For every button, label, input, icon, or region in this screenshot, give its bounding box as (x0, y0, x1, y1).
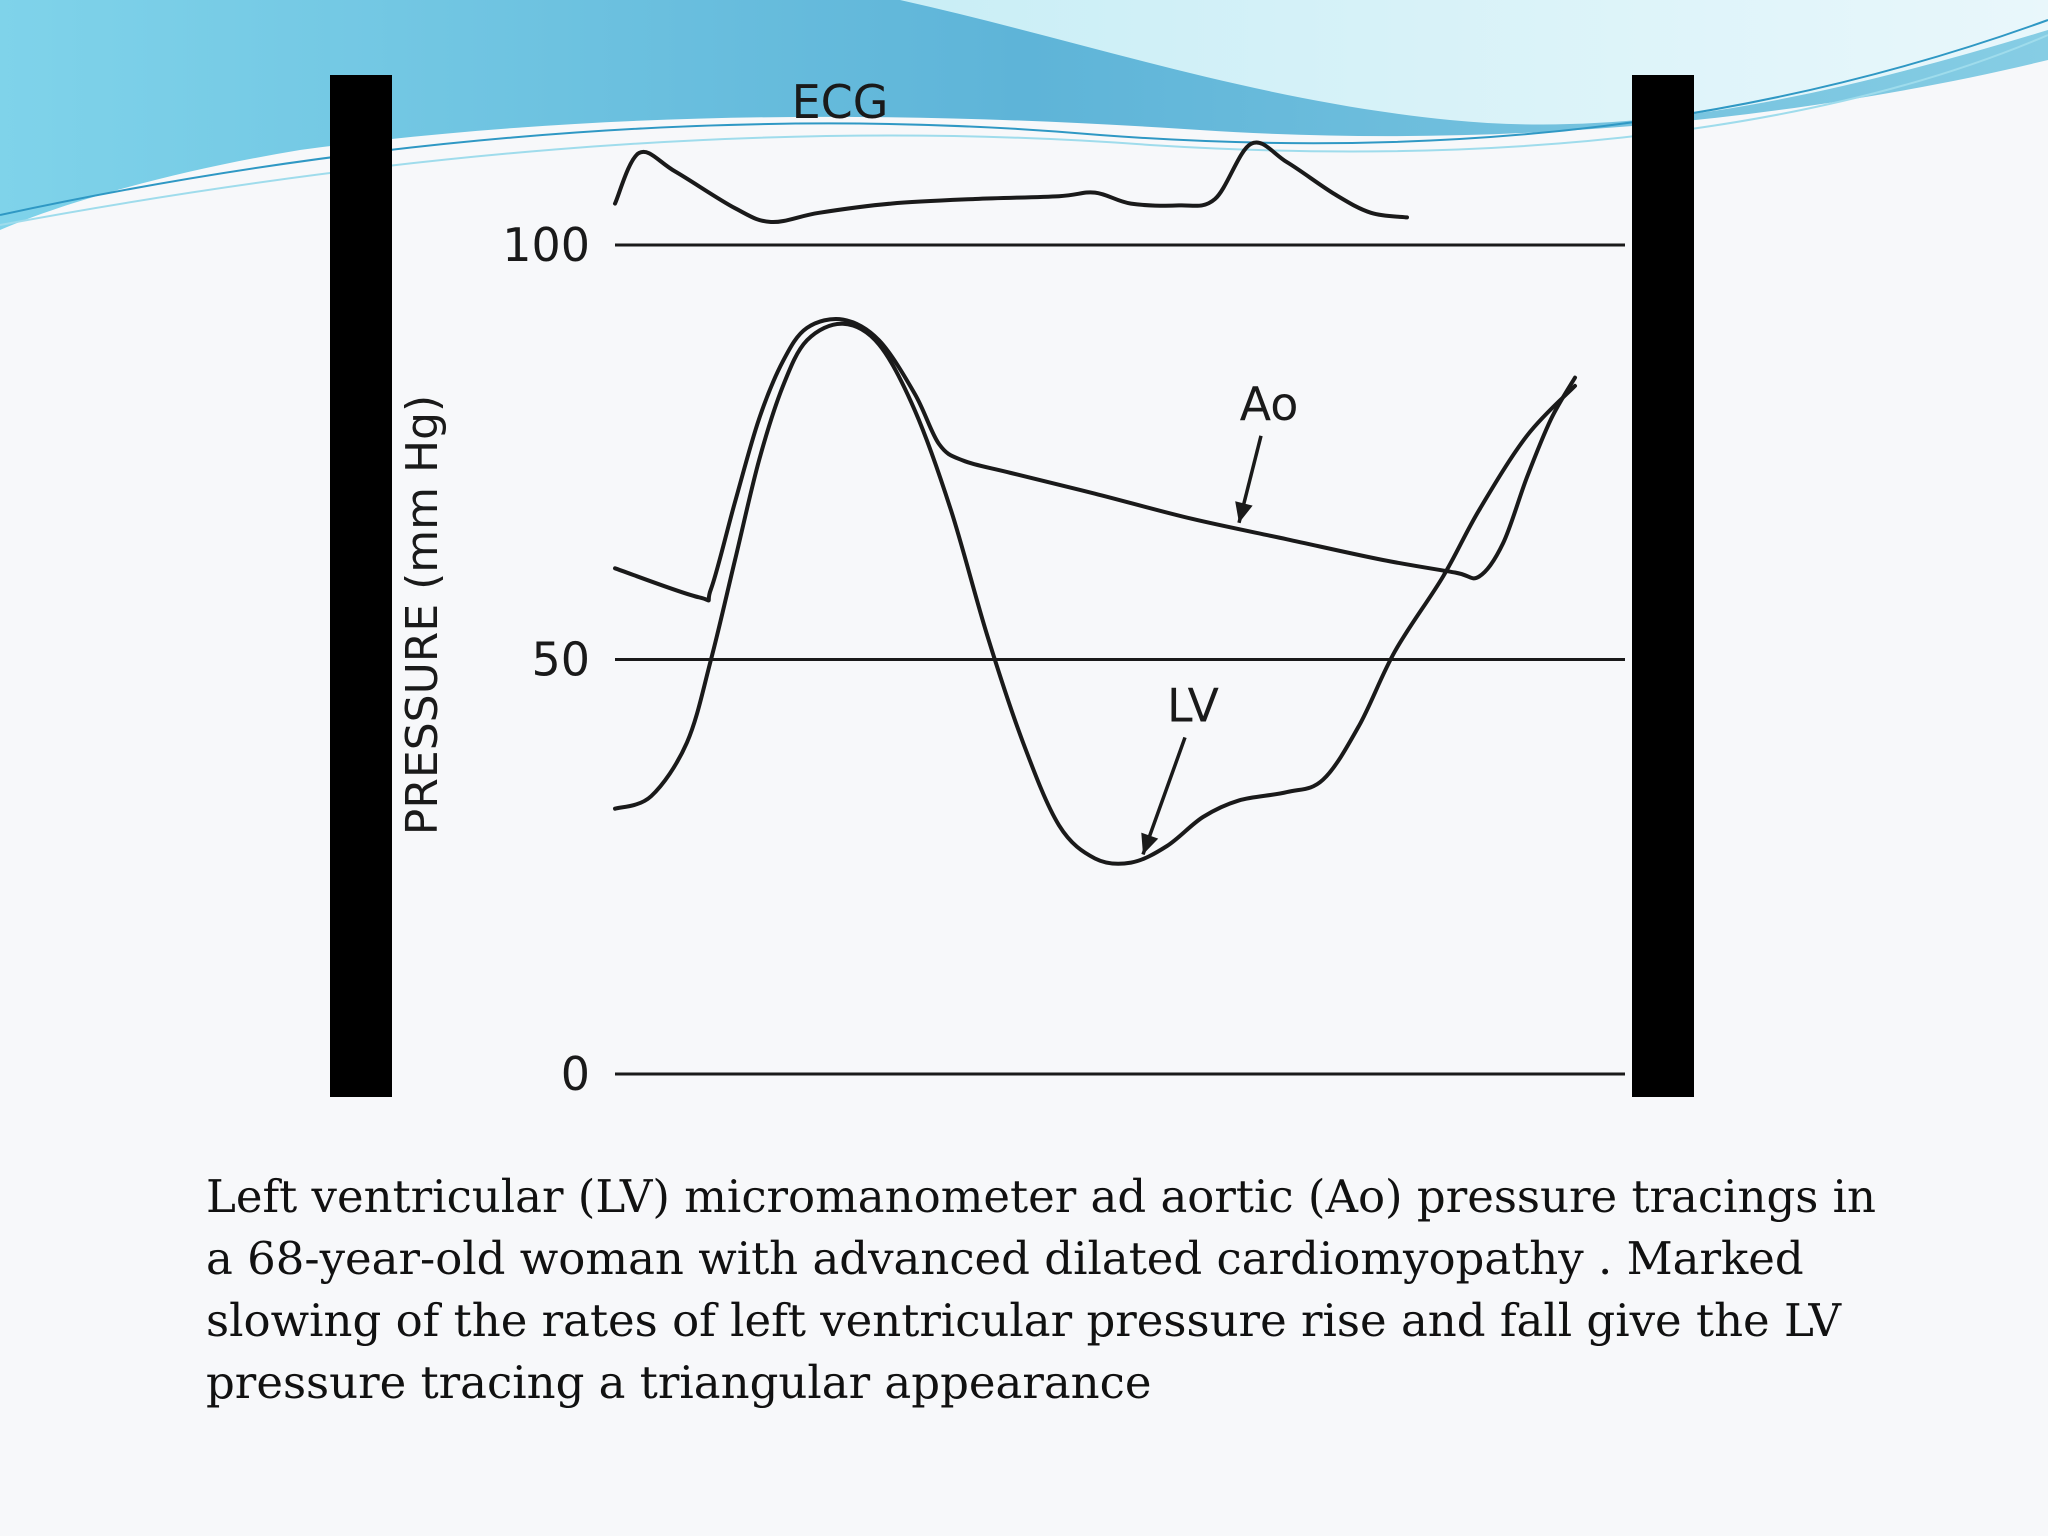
arrowhead-lv (1141, 832, 1159, 855)
pressure-series (613, 317, 1577, 866)
left-bar (330, 75, 392, 1097)
header-wave-decoration (0, 0, 2048, 230)
y-axis-title: PRESSURE (mm Hg) (397, 395, 448, 835)
right-bar (1632, 75, 1694, 1097)
arrowhead-ao (1235, 501, 1253, 523)
ecg-trace-group (613, 140, 1409, 225)
ecg-trace (613, 140, 1409, 225)
ecg-label: ECG (792, 75, 889, 129)
y-tick-label-50: 50 (531, 633, 590, 687)
gridlines (615, 243, 1625, 1076)
wave-light (900, 0, 2048, 125)
series-annotations: Ao LV (1141, 377, 1299, 856)
y-tick-labels: 0 50 100 (502, 218, 590, 1101)
pressure-figure: 0 50 100 Ao LV ECG PRESSURE (mm Hg) (330, 75, 1694, 1101)
wave-line-1 (0, 19, 2048, 216)
series-label-ao: Ao (1240, 377, 1299, 431)
y-tick-label-0: 0 (561, 1047, 590, 1101)
series-label-lv: LV (1167, 678, 1220, 732)
arrow-lv (1141, 736, 1187, 856)
y-tick-label-100: 100 (502, 218, 590, 272)
series-line-ao (613, 317, 1577, 603)
slide-caption: Left ventricular (LV) micromanometer ad … (206, 1170, 1877, 1409)
series-line-lv (613, 321, 1577, 866)
